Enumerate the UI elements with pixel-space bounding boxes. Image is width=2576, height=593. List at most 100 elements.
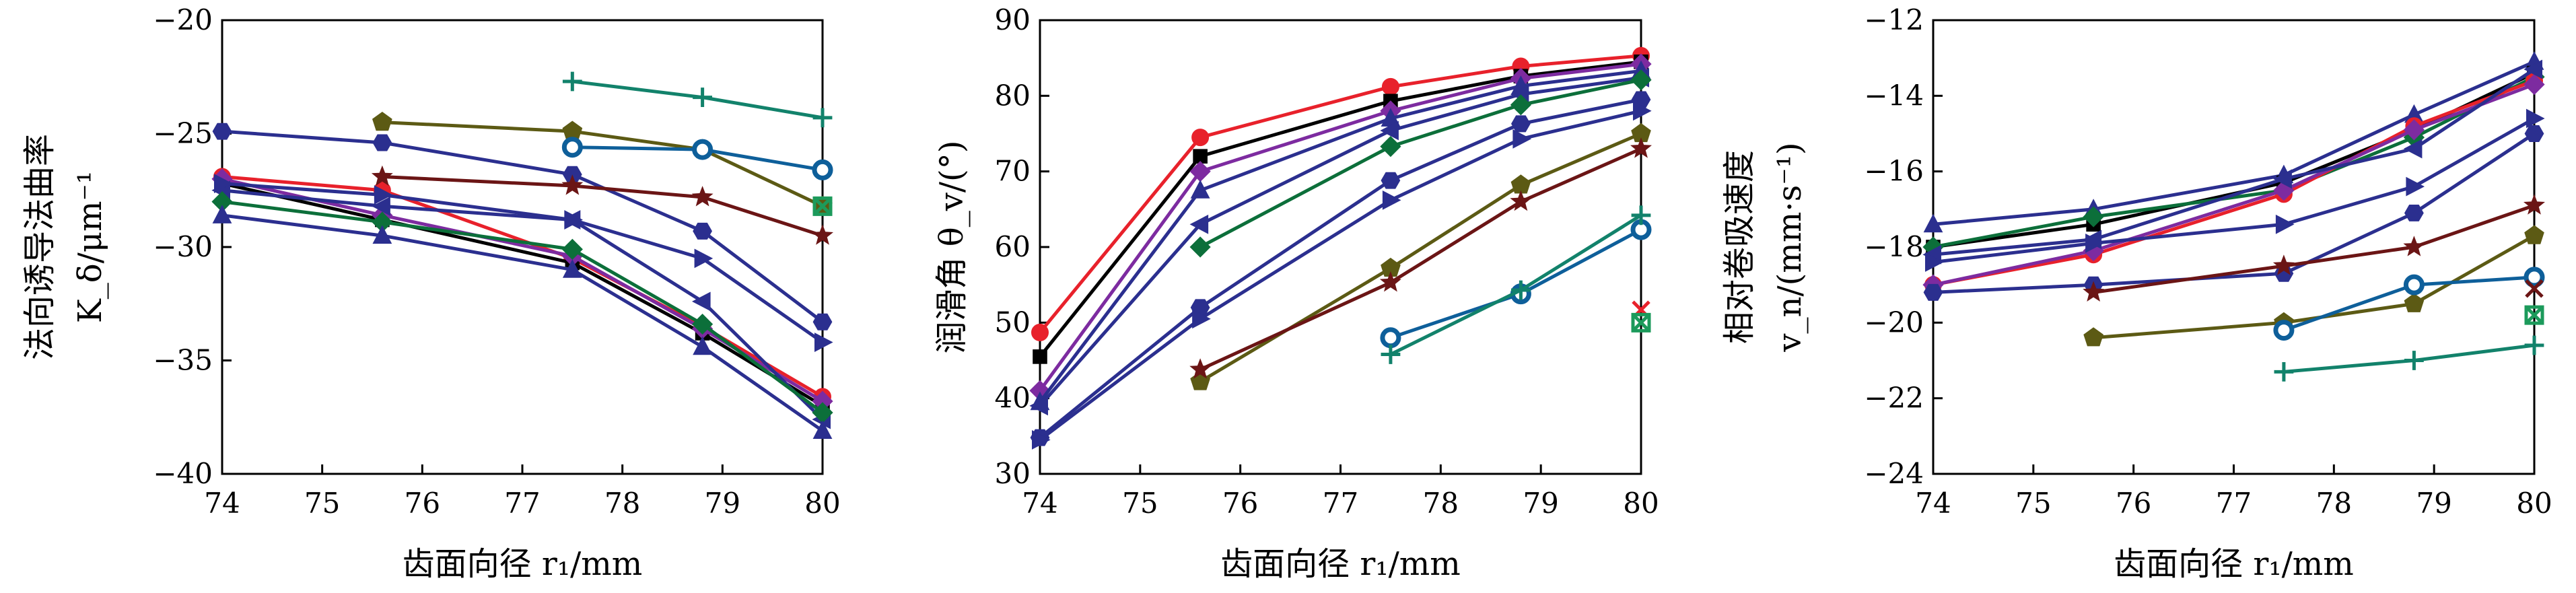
series-1 — [1031, 46, 1650, 341]
y-tick-label: 90 — [995, 3, 1031, 36]
series-line — [382, 120, 824, 208]
data-point — [1381, 257, 1401, 277]
series-line — [1933, 116, 2536, 264]
data-point — [692, 139, 713, 160]
data-point — [694, 248, 713, 269]
series-4 — [211, 180, 831, 429]
y-axis-label: 润滑角 θ_v/(°) — [933, 141, 971, 354]
y-tick-label: 40 — [995, 382, 1031, 415]
data-point — [2404, 351, 2424, 370]
series-9 — [1190, 123, 1651, 390]
data-point — [1380, 135, 1401, 158]
data-point — [372, 112, 392, 131]
series-line — [1933, 71, 2536, 249]
chart-panel-3: 74 75 76 77 78 79 80 −24 −22 −20 −18 −16 −14 −12 齿面向径 … — [1720, 3, 2552, 583]
data-point — [2524, 225, 2544, 244]
series-13 — [2525, 279, 2544, 298]
series-9 — [2083, 194, 2545, 302]
data-point — [2275, 214, 2295, 234]
data-point — [812, 313, 833, 330]
x-tick-label: 76 — [1222, 487, 1258, 520]
y-tick-label: −22 — [1864, 382, 1924, 415]
x-tick-label: 75 — [1122, 487, 1158, 520]
series-8 — [1032, 101, 1652, 450]
data-point — [2403, 139, 2423, 159]
y-tick-label: −12 — [1864, 3, 1924, 36]
data-point — [2403, 236, 2425, 256]
x-axis-label: 齿面向径 r₁/mm — [1220, 545, 1461, 583]
data-point — [2083, 327, 2103, 347]
x-tick-label: 77 — [504, 487, 540, 520]
data-point — [1381, 108, 1401, 127]
data-point — [561, 238, 583, 260]
data-point — [1511, 280, 1531, 300]
series-4 — [1030, 60, 1651, 411]
series-12 — [1381, 205, 1651, 364]
data-point — [2404, 293, 2425, 312]
series-10 — [372, 112, 833, 215]
series-12 — [562, 71, 833, 128]
y-tick-label: 70 — [995, 155, 1031, 188]
y-tick-label: −14 — [1864, 79, 1924, 112]
series-3 — [1029, 53, 1652, 402]
series-11 — [561, 137, 833, 180]
x-tick-label: 79 — [1523, 487, 1558, 520]
series-line — [1933, 67, 2536, 256]
y-tick-label: −20 — [1864, 306, 1924, 339]
data-point — [812, 224, 833, 245]
data-point — [1382, 190, 1401, 210]
data-point — [2525, 279, 2544, 298]
y-tick-label: 30 — [995, 457, 1031, 490]
x-axis-label: 齿面向径 r₁/mm — [403, 545, 643, 583]
x-tick-label: 78 — [2316, 487, 2352, 520]
data-point — [692, 291, 711, 312]
data-point — [812, 159, 833, 180]
y-tick-label: −24 — [1864, 457, 1924, 490]
series-9 — [371, 165, 833, 245]
data-point — [2524, 335, 2544, 355]
data-point — [372, 211, 393, 233]
data-point — [812, 420, 833, 439]
series-line — [1038, 62, 1642, 392]
data-point — [812, 390, 833, 412]
data-point — [814, 333, 833, 352]
data-point — [1031, 323, 1049, 341]
data-point — [1381, 77, 1399, 96]
y-axis-label: 法向诱导法曲率 — [21, 134, 59, 360]
series-line — [221, 213, 824, 433]
series-line — [1039, 109, 1642, 442]
data-point — [1189, 236, 1211, 258]
data-point — [1189, 214, 1209, 234]
series-line — [571, 79, 823, 120]
y-tick-label: −20 — [153, 3, 213, 36]
series-5 — [1922, 73, 2545, 295]
series-line — [1039, 60, 1642, 358]
x-tick-label: 78 — [604, 487, 640, 520]
series-5 — [211, 191, 833, 423]
y-axis-label: 相对卷吸速度 — [1720, 150, 1758, 344]
data-point — [1029, 396, 1048, 416]
data-point — [562, 120, 583, 140]
data-point — [2403, 274, 2425, 295]
y-tick-label: −16 — [1864, 155, 1924, 188]
series-10 — [1189, 137, 1652, 379]
series-14 — [2524, 305, 2544, 325]
series-line — [1933, 60, 2536, 226]
x-tick-label: 74 — [1022, 487, 1057, 520]
x-tick-label: 78 — [1423, 487, 1459, 520]
series-line — [1199, 147, 1642, 372]
data-point — [1029, 380, 1051, 402]
y-tick-label: 50 — [995, 306, 1031, 339]
data-point — [812, 402, 833, 423]
series-14 — [1631, 312, 1651, 333]
data-point — [1630, 137, 1652, 158]
data-point — [1923, 213, 1943, 233]
data-point — [693, 222, 712, 240]
x-tick-label: 79 — [705, 487, 740, 520]
data-point — [1630, 69, 1652, 91]
series-7 — [1925, 108, 2545, 272]
y-tick-label: −35 — [153, 344, 213, 377]
data-point — [211, 191, 233, 213]
data-point — [2404, 104, 2424, 123]
data-point — [562, 71, 582, 92]
